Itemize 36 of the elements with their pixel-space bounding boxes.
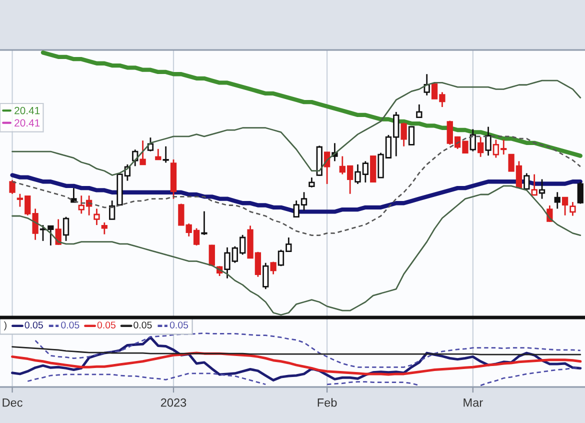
legend-label: 0.05 bbox=[134, 322, 152, 328]
candlestick bbox=[270, 261, 276, 275]
candlestick bbox=[162, 146, 169, 164]
candlestick bbox=[577, 181, 584, 204]
legend-label: 20.41 bbox=[14, 119, 40, 127]
legend-label: 0.05 bbox=[61, 322, 80, 328]
x-tick-label: Mar bbox=[464, 398, 483, 407]
legend-label: 0.05 bbox=[97, 322, 116, 328]
legend-title: ) bbox=[4, 321, 6, 330]
candlestick bbox=[400, 122, 407, 148]
candlestick bbox=[140, 140, 146, 166]
legend-label: 0.05 bbox=[24, 322, 43, 328]
candlestick bbox=[155, 148, 162, 160]
candlestick bbox=[562, 196, 568, 216]
legend-label: 20.41 bbox=[14, 106, 40, 114]
candlestick bbox=[9, 179, 16, 195]
candlestick bbox=[408, 126, 415, 146]
candlestick bbox=[308, 176, 315, 188]
candlestick bbox=[62, 216, 70, 242]
x-tick-label: Feb bbox=[318, 398, 337, 407]
candlestick bbox=[470, 128, 476, 152]
x-tick-label: 2023 bbox=[160, 398, 186, 407]
candlestick bbox=[570, 201, 576, 216]
candlestick bbox=[70, 187, 77, 203]
candlestick bbox=[101, 222, 108, 235]
candlestick bbox=[524, 172, 530, 192]
candlestick bbox=[262, 262, 269, 290]
x-tick-label: Dec bbox=[2, 398, 22, 407]
legend-label: 0.05 bbox=[170, 322, 188, 328]
candlestick bbox=[48, 225, 54, 246]
candlestick bbox=[478, 136, 484, 158]
candlestick bbox=[94, 208, 100, 226]
candlestick bbox=[201, 210, 208, 236]
candlestick bbox=[109, 200, 116, 220]
candlestick bbox=[416, 104, 422, 118]
candlestick bbox=[554, 191, 560, 210]
